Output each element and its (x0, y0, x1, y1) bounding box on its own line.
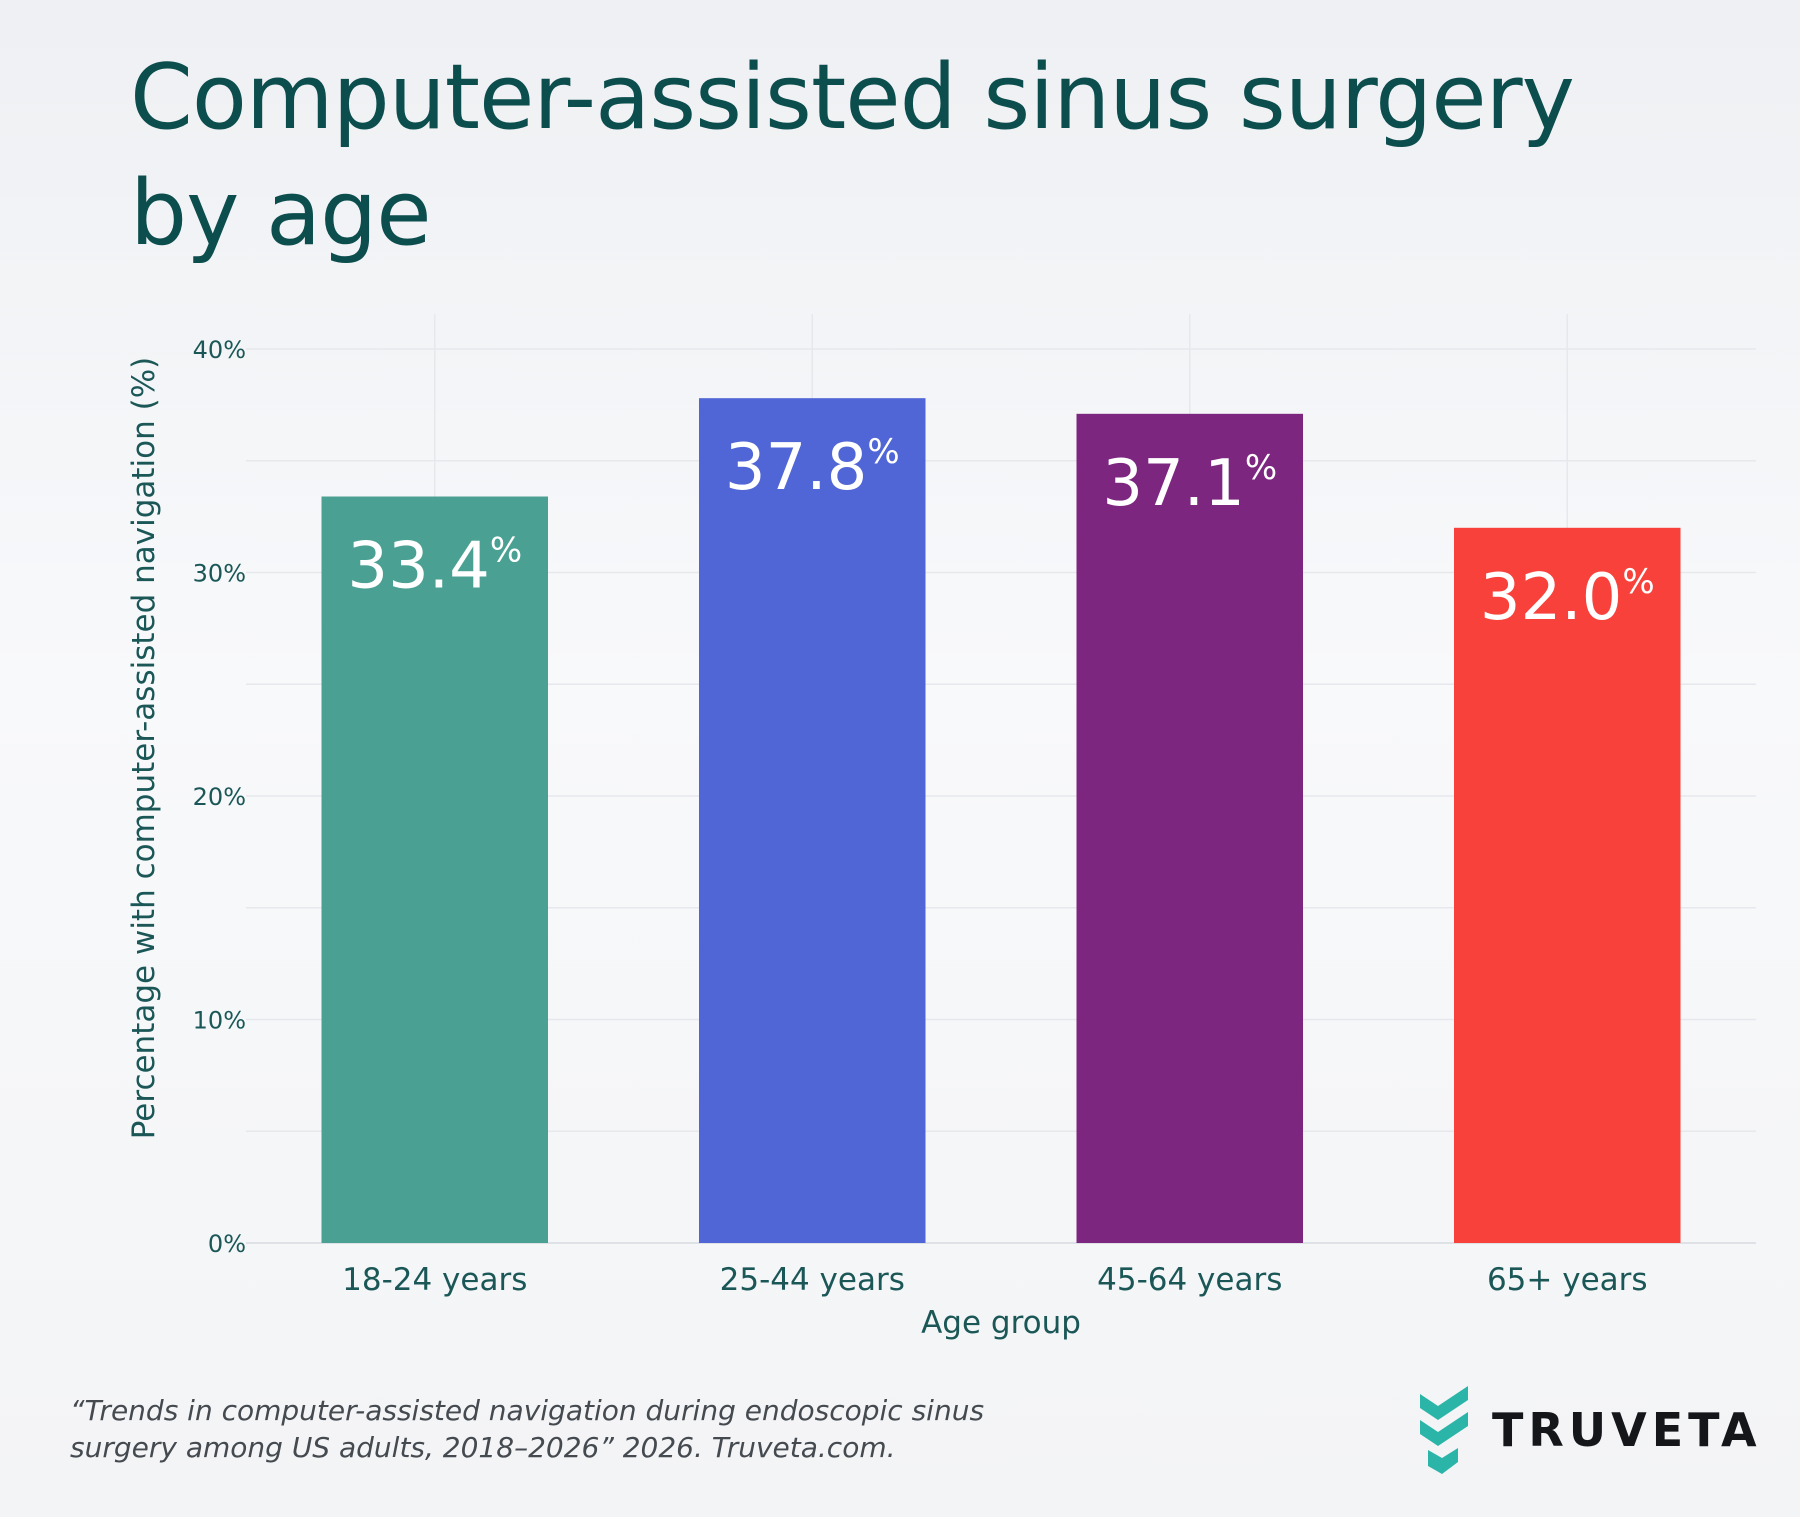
x-tick-label: 65+ years (1487, 1262, 1648, 1298)
bar (1454, 527, 1681, 1243)
bars (321, 398, 1681, 1243)
bar-value-label: 37.8% (725, 431, 900, 505)
x-tick-label: 25-44 years (720, 1262, 905, 1298)
bar-value-labels: 33.4% 37.8% 37.1% 32.0% (347, 431, 1654, 635)
truveta-logo: TRUVETA (1418, 1384, 1762, 1476)
x-tick-label: 18-24 years (342, 1262, 527, 1298)
x-tick-label: 45-64 years (1097, 1262, 1282, 1298)
logo-text: TRUVETA (1492, 1403, 1762, 1457)
chart-title: Computer-assisted sinus surgery by age (130, 45, 1575, 266)
y-tick-label: 10% (193, 1007, 246, 1035)
y-tick-label: 40% (193, 336, 246, 364)
source-citation: “Trends in computer-assisted navigation … (70, 1394, 985, 1464)
y-tick-label: 0% (208, 1230, 246, 1258)
y-tick-label: 30% (193, 560, 246, 588)
truveta-chevron-icon (1420, 1386, 1468, 1474)
bar-value-label: 33.4% (347, 530, 522, 604)
x-axis-title: Age group (921, 1305, 1081, 1341)
y-axis-title: Percentage with computer-assisted naviga… (126, 357, 162, 1140)
bar (699, 398, 926, 1243)
x-axis-ticks: 18-24 years 25-44 years 45-64 years 65+ yea… (342, 1262, 1647, 1298)
bar-chart: 0% 10% 20% 30% 40% 33.4% 37.8% 37.1% 32.0% 18-2… (126, 314, 1756, 1341)
bar (321, 496, 548, 1243)
bar (1076, 413, 1303, 1243)
y-tick-label: 20% (193, 783, 246, 811)
y-axis-ticks: 0% 10% 20% 30% 40% (193, 336, 246, 1258)
bar-value-label: 37.1% (1102, 447, 1277, 521)
bar-value-label: 32.0% (1480, 561, 1655, 635)
